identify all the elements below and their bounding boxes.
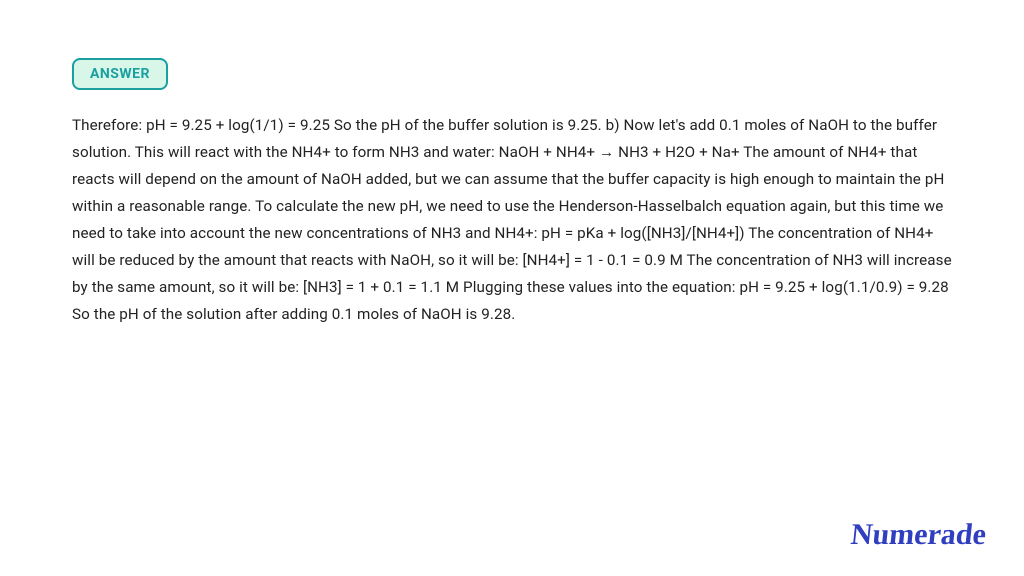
- answer-page: ANSWER Therefore: pH = 9.25 + log(1/1) =…: [0, 0, 1024, 576]
- brand-logo: Numerade: [849, 518, 988, 552]
- answer-body-text: Therefore: pH = 9.25 + log(1/1) = 9.25 S…: [72, 112, 952, 328]
- answer-badge: ANSWER: [72, 58, 168, 90]
